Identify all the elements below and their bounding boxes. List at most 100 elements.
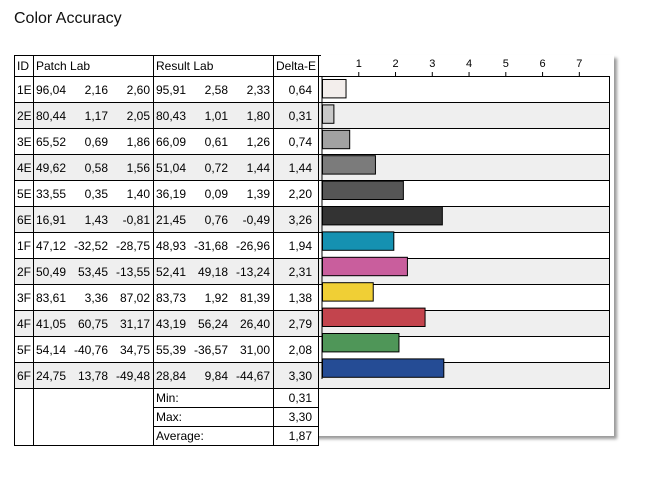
patch-lab-cell: 65,52 0,69 1,86 xyxy=(33,128,154,155)
result-lab-b: 31,00 xyxy=(239,342,270,357)
header-delta-e: Delta-E xyxy=(273,55,319,77)
row-id: 4E xyxy=(14,154,34,181)
result-lab-b: 2,33 xyxy=(246,82,270,97)
chart-title: Color Accuracy xyxy=(14,10,122,27)
result-lab-b: 1,44 xyxy=(246,160,270,175)
patch-lab-l: 54,14 xyxy=(36,342,67,357)
summary-blank xyxy=(319,408,610,427)
patch-lab-b: 2,60 xyxy=(126,82,150,97)
delta-e-bar xyxy=(322,206,443,226)
result-lab-a: -36,57 xyxy=(193,342,228,357)
row-id: 6F xyxy=(14,362,34,389)
patch-lab-l: 96,04 xyxy=(36,82,67,97)
patch-lab-a: 2,16 xyxy=(84,82,108,97)
result-lab-b: 26,40 xyxy=(239,316,270,331)
table-row: 3E 65,52 0,69 1,86 66,09 0,61 1,26 0,74 xyxy=(14,128,610,155)
result-lab-l: 83,73 xyxy=(156,290,187,305)
summary-empty-cell xyxy=(33,388,154,446)
x-tick-label: 1 xyxy=(356,58,362,70)
delta-e-bar xyxy=(322,358,445,378)
result-lab-l: 48,93 xyxy=(156,238,187,253)
patch-lab-cell: 96,04 2,16 2,60 xyxy=(33,76,154,103)
patch-lab-cell: 16,91 1,43 -0,81 xyxy=(33,206,154,233)
delta-e-value: 1,38 xyxy=(273,284,319,311)
patch-lab-l: 50,49 xyxy=(36,264,67,279)
result-lab-a: 1,92 xyxy=(204,290,228,305)
result-lab-b: -44,67 xyxy=(235,368,270,383)
patch-lab-l: 80,44 xyxy=(36,108,67,123)
patch-lab-b: 31,17 xyxy=(119,316,150,331)
delta-e-value: 3,30 xyxy=(273,362,319,389)
result-lab-cell: 52,41 49,18 -13,24 xyxy=(153,258,274,285)
patch-lab-l: 49,62 xyxy=(36,160,67,175)
result-lab-b: -13,24 xyxy=(235,264,270,279)
summary-label: Min: xyxy=(153,388,274,408)
delta-e-value: 1,44 xyxy=(273,154,319,181)
table-row: 4E 49,62 0,58 1,56 51,04 0,72 1,44 1,44 xyxy=(14,154,610,181)
patch-lab-a: -32,52 xyxy=(73,238,108,253)
patch-lab-cell: 47,12 -32,52 -28,75 xyxy=(33,232,154,259)
result-lab-a: 0,76 xyxy=(204,212,228,227)
patch-lab-cell: 54,14 -40,76 34,75 xyxy=(33,336,154,363)
result-lab-l: 55,39 xyxy=(156,342,187,357)
result-lab-l: 51,04 xyxy=(156,160,187,175)
patch-lab-cell: 50,49 53,45 -13,55 xyxy=(33,258,154,285)
delta-e-value: 3,26 xyxy=(273,206,319,233)
patch-lab-b: 34,75 xyxy=(119,342,150,357)
summary-empty-cell xyxy=(14,388,34,446)
row-id: 1E xyxy=(14,76,34,103)
result-lab-cell: 83,73 1,92 81,39 xyxy=(153,284,274,311)
result-lab-l: 80,43 xyxy=(156,108,187,123)
result-lab-cell: 95,91 2,58 2,33 xyxy=(153,76,274,103)
result-lab-l: 52,41 xyxy=(156,264,187,279)
result-lab-l: 66,09 xyxy=(156,134,187,149)
result-lab-a: 0,09 xyxy=(204,186,228,201)
delta-e-bar xyxy=(322,104,335,124)
result-lab-cell: 80,43 1,01 1,80 xyxy=(153,102,274,129)
patch-lab-cell: 33,55 0,35 1,40 xyxy=(33,180,154,207)
result-lab-a: -31,68 xyxy=(193,238,228,253)
patch-lab-b: -28,75 xyxy=(115,238,150,253)
bar-cell xyxy=(318,154,610,181)
patch-lab-a: 53,45 xyxy=(77,264,108,279)
color-accuracy-panel: ID Patch Lab Result Lab Delta-E 1E 96,04 2… xyxy=(14,55,614,446)
patch-lab-a: 60,75 xyxy=(77,316,108,331)
patch-lab-b: 2,05 xyxy=(126,108,150,123)
patch-lab-a: -40,76 xyxy=(73,342,108,357)
x-tick-label: 3 xyxy=(429,58,435,70)
row-id: 2F xyxy=(14,258,34,285)
result-lab-cell: 36,19 0,09 1,39 xyxy=(153,180,274,207)
patch-lab-cell: 83,61 3,36 87,02 xyxy=(33,284,154,311)
result-lab-a: 56,24 xyxy=(197,316,228,331)
result-lab-b: 1,39 xyxy=(246,186,270,201)
row-id: 5E xyxy=(14,180,34,207)
patch-lab-b: -0,81 xyxy=(122,212,150,227)
patch-lab-b: 1,56 xyxy=(126,160,150,175)
patch-lab-cell: 80,44 1,17 2,05 xyxy=(33,102,154,129)
delta-e-bar xyxy=(322,155,376,175)
result-lab-cell: 48,93 -31,68 -26,96 xyxy=(153,232,274,259)
result-lab-l: 21,45 xyxy=(156,212,187,227)
result-lab-a: 1,01 xyxy=(204,108,228,123)
delta-e-bar xyxy=(322,333,400,353)
patch-lab-cell: 41,05 60,75 31,17 xyxy=(33,310,154,337)
bar-cell xyxy=(318,102,610,129)
delta-e-value: 0,74 xyxy=(273,128,319,155)
patch-lab-a: 0,35 xyxy=(84,186,108,201)
delta-e-bar-chart: 1 2 3 4 5 6 7 xyxy=(321,55,614,379)
patch-lab-b: -13,55 xyxy=(115,264,150,279)
result-lab-b: -26,96 xyxy=(235,238,270,253)
delta-e-value: 1,94 xyxy=(273,232,319,259)
delta-e-value: 2,31 xyxy=(273,258,319,285)
patch-lab-a: 1,17 xyxy=(84,108,108,123)
patch-lab-b: 87,02 xyxy=(119,290,150,305)
patch-lab-b: 1,86 xyxy=(126,134,150,149)
x-tick-label: 2 xyxy=(392,58,398,70)
summary-value: 1,87 xyxy=(273,426,319,446)
result-lab-a: 0,61 xyxy=(204,134,228,149)
patch-lab-l: 65,52 xyxy=(36,134,67,149)
result-lab-cell: 51,04 0,72 1,44 xyxy=(153,154,274,181)
delta-e-value: 0,64 xyxy=(273,76,319,103)
patch-lab-l: 33,55 xyxy=(36,186,67,201)
axis-header-band xyxy=(321,55,614,76)
